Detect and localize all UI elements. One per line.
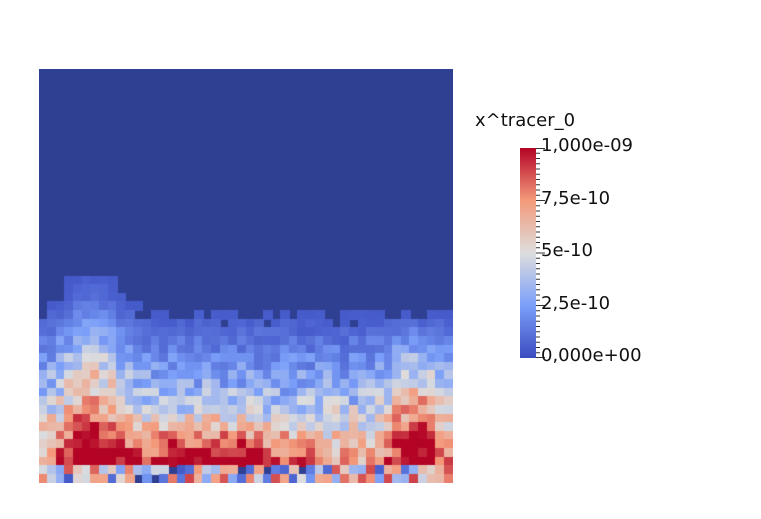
colorbar-label-050: 5e-10 xyxy=(541,240,593,261)
tracer-field-plot[interactable] xyxy=(39,69,453,483)
colorbar-label-075: 7,5e-10 xyxy=(541,188,611,209)
colorbar-title: x^tracer_0 xyxy=(475,110,576,131)
colorbar-label-min: 0,000e+00 xyxy=(541,345,642,366)
colorbar-label-max: 1,000e-09 xyxy=(541,135,634,156)
colorbar-ticks xyxy=(536,148,545,358)
colorbar-label-025: 2,5e-10 xyxy=(541,293,611,314)
colorbar-gradient xyxy=(520,148,536,358)
